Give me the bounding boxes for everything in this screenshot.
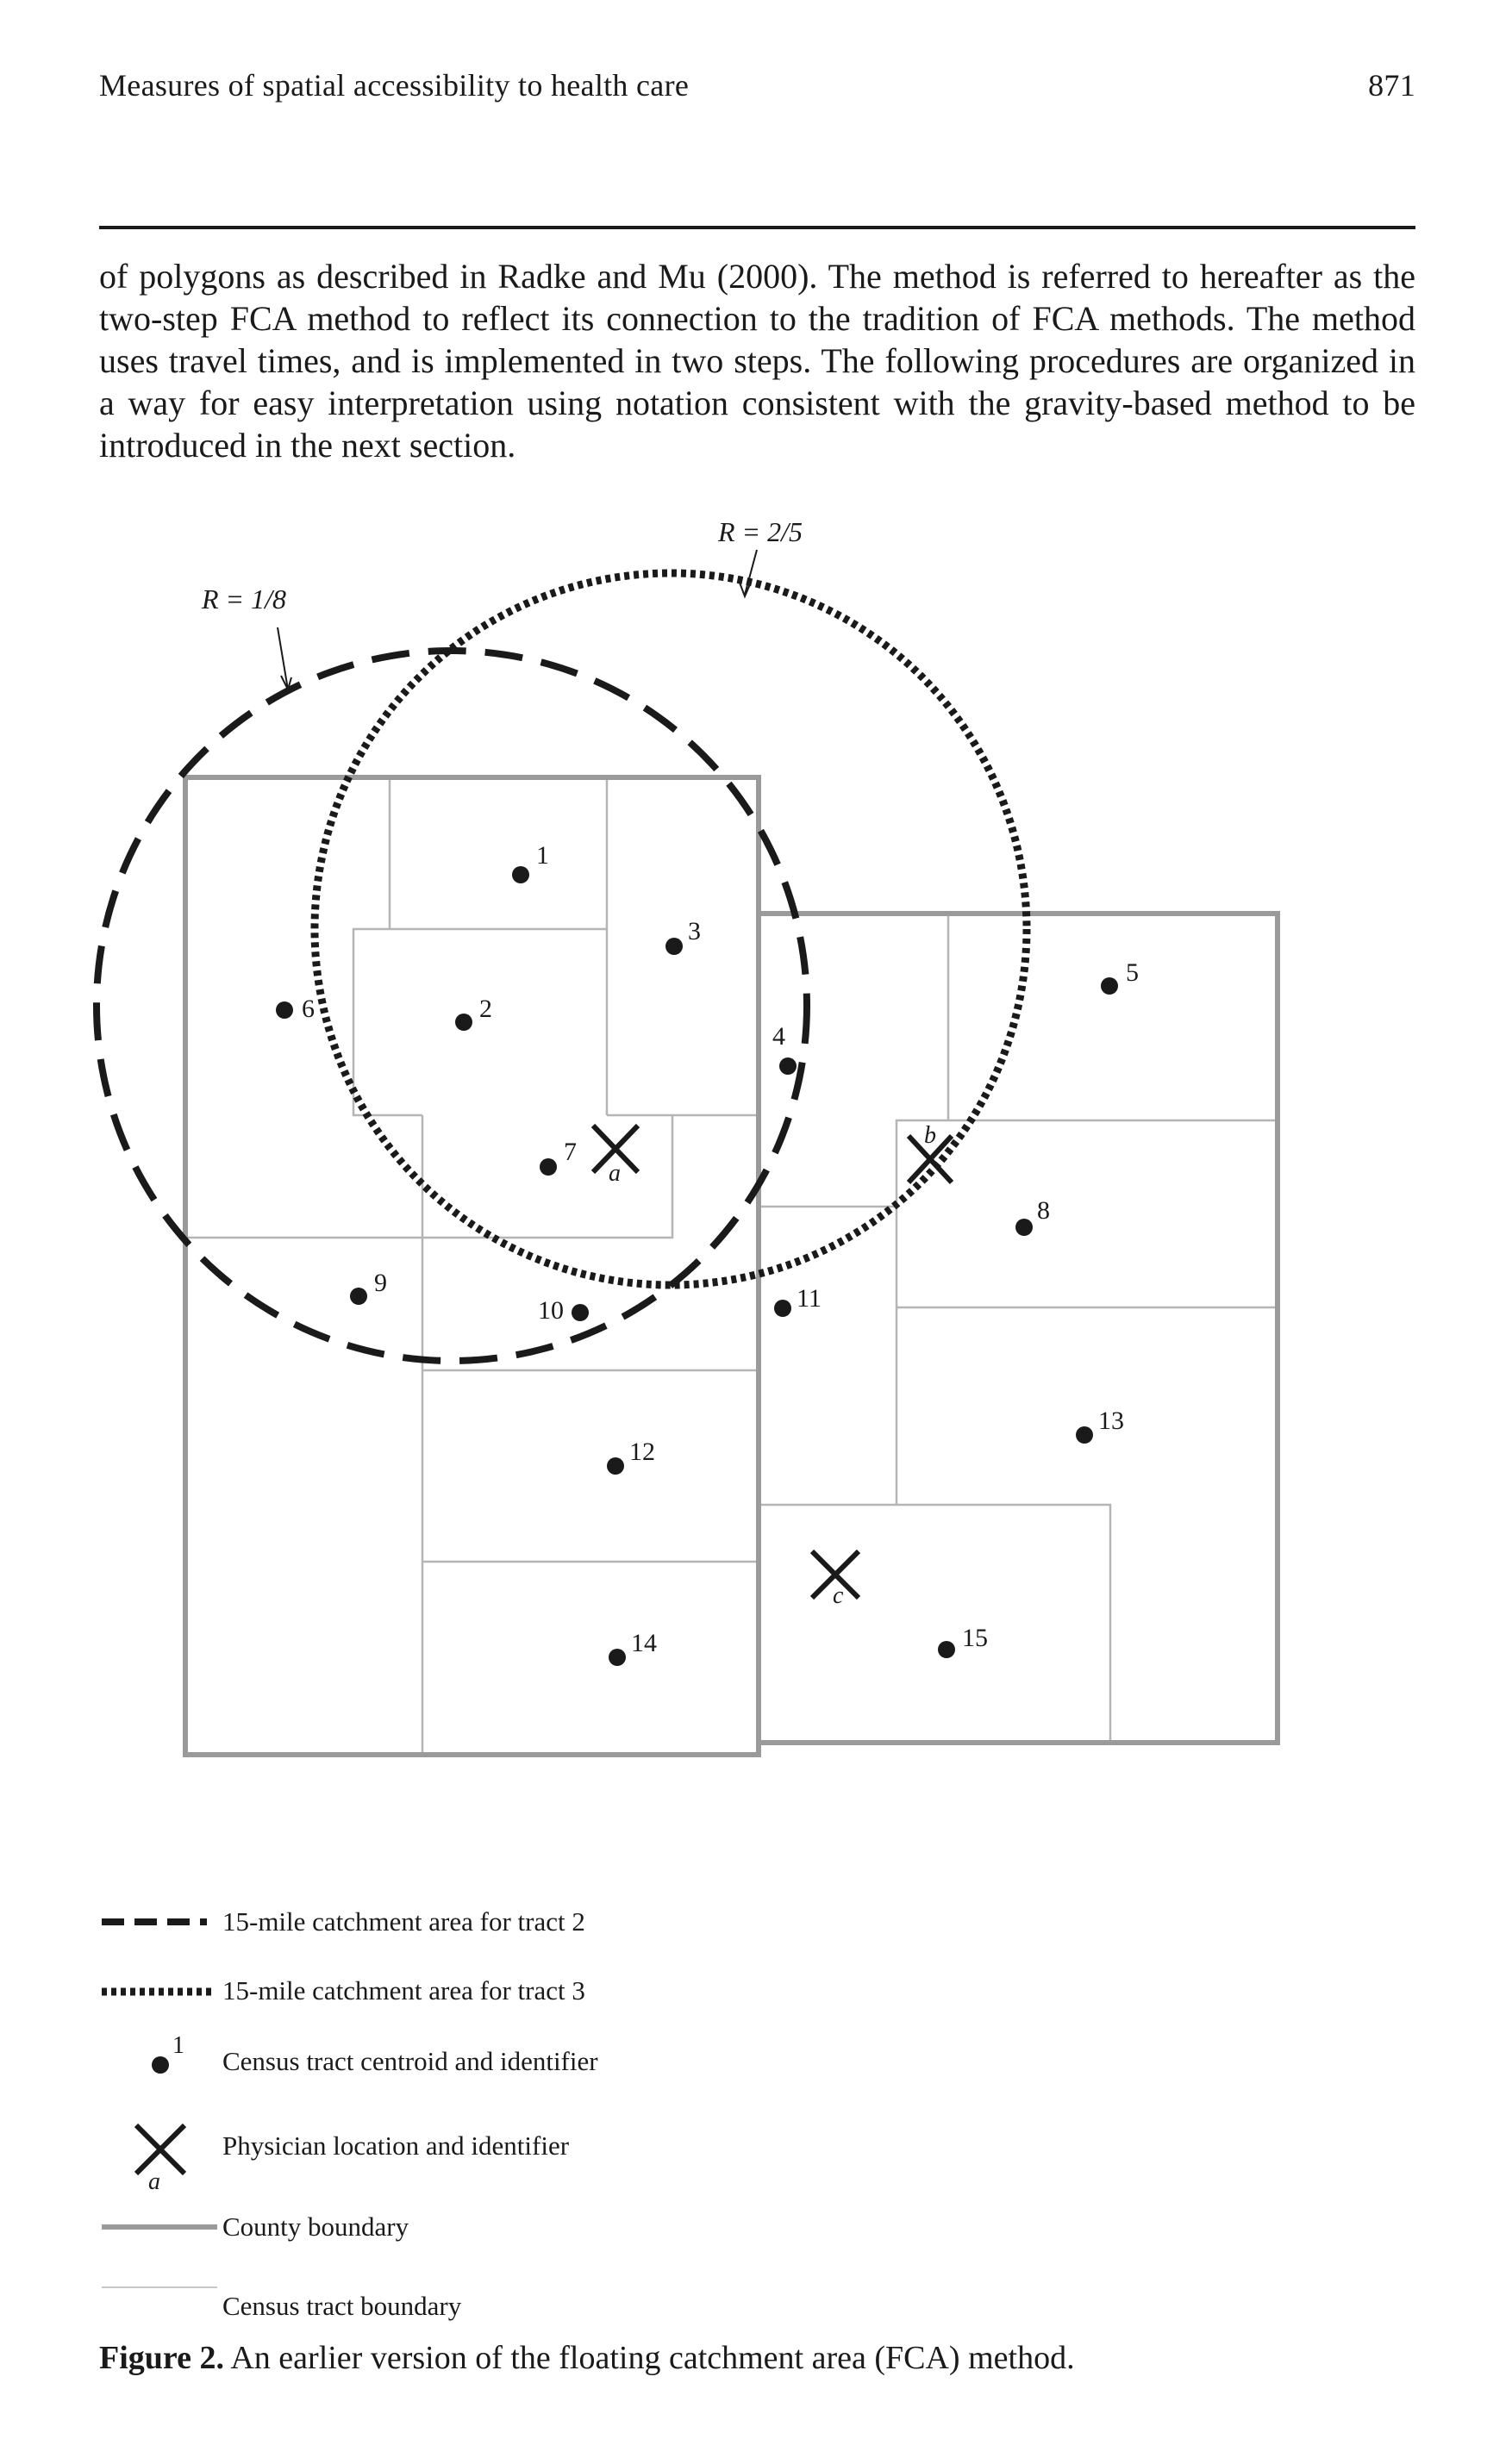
tract-label-2: 2 [479,995,492,1023]
centroid-8 [1015,1219,1033,1236]
legend-centroid-label: Census tract centroid and identifier [222,2046,598,2076]
tract-label-13: 13 [1098,1407,1124,1435]
tract-label-11: 11 [797,1284,822,1313]
tract-label-9: 9 [374,1269,387,1297]
tract-label-5: 5 [1126,958,1139,987]
physician-label-b: b [924,1122,936,1149]
running-title: Measures of spatial accessibility to hea… [99,68,690,103]
tract-label-4: 4 [772,1022,785,1051]
legend-physician-mark [134,2123,187,2176]
tract-label-15: 15 [962,1624,988,1652]
legend-physician-label: Physician location and identifier [222,2130,570,2161]
tract-label-12: 12 [629,1438,655,1466]
page-header: Measures of spatial accessibility to hea… [99,67,1415,110]
centroid-13 [1076,1426,1093,1444]
catchment-tract-3 [310,569,1031,1289]
legend: 15-mile catchment area for tract 2 15-mi… [102,1906,598,2321]
physician-c [809,1549,861,1600]
centroid-10 [572,1304,589,1321]
physician-marks [590,1123,954,1600]
centroid-12 [607,1457,624,1475]
ratio-leader-1 [277,627,289,690]
legend-county-label: County boundary [222,2211,409,2242]
centroid-15 [938,1641,955,1658]
tract-label-10: 10 [538,1296,564,1325]
physician-a [590,1123,640,1175]
caption-text: An earlier version of the floating catch… [230,2340,1075,2376]
tract-labels: 1 2 3 4 5 6 7 8 9 10 11 12 13 14 15 [302,841,1139,1657]
centroid-4 [779,1057,797,1075]
legend-dashed-label: 15-mile catchment area for tract 2 [222,1906,585,1937]
body-paragraph: of polygons as described in Radke and Mu… [99,257,1415,465]
legend-tract-label: Census tract boundary [222,2291,462,2321]
tract-label-7: 7 [564,1138,577,1166]
county-boundaries [183,775,1280,1757]
tract-label-8: 8 [1037,1196,1050,1225]
centroid-14 [609,1649,626,1666]
caption-label: Figure 2. [99,2340,224,2376]
tract-centroids [276,866,1118,1666]
ratio-label-1: R = 1/8 [201,583,286,614]
centroid-6 [276,1001,293,1019]
ratio-arrow-2 [739,582,751,599]
physician-label-a: a [609,1160,621,1187]
figure-caption: Figure 2. An earlier version of the floa… [99,2339,1415,2377]
ratio-leader-2 [744,549,758,596]
legend-dotted-label: 15-mile catchment area for tract 3 [222,1975,585,2006]
tract-boundaries [185,777,1278,1755]
header-rule [99,226,1415,229]
centroid-9 [350,1288,367,1305]
page-number: 871 [1368,68,1415,103]
tract-label-3: 3 [688,917,701,945]
ratio-label-2: R = 2/5 [717,516,803,547]
centroid-2 [455,1014,472,1031]
centroid-5 [1101,977,1118,995]
centroid-1 [512,866,529,883]
legend-centroid-id: 1 [172,2032,184,2059]
legend-physician-id: a [148,2168,160,2195]
tract-label-14: 14 [631,1629,657,1657]
centroid-7 [540,1158,557,1176]
centroid-11 [774,1300,791,1317]
physician-label-c: c [833,1582,844,1609]
legend-centroid-dot [152,2056,169,2074]
catchment-tract-2 [93,647,810,1364]
tract-label-1: 1 [536,841,549,870]
physician-labels: a b c [609,1122,936,1609]
ratio-arrow-1 [280,675,292,692]
physician-b [906,1133,954,1185]
tract-label-6: 6 [302,995,315,1023]
centroid-3 [665,938,683,955]
